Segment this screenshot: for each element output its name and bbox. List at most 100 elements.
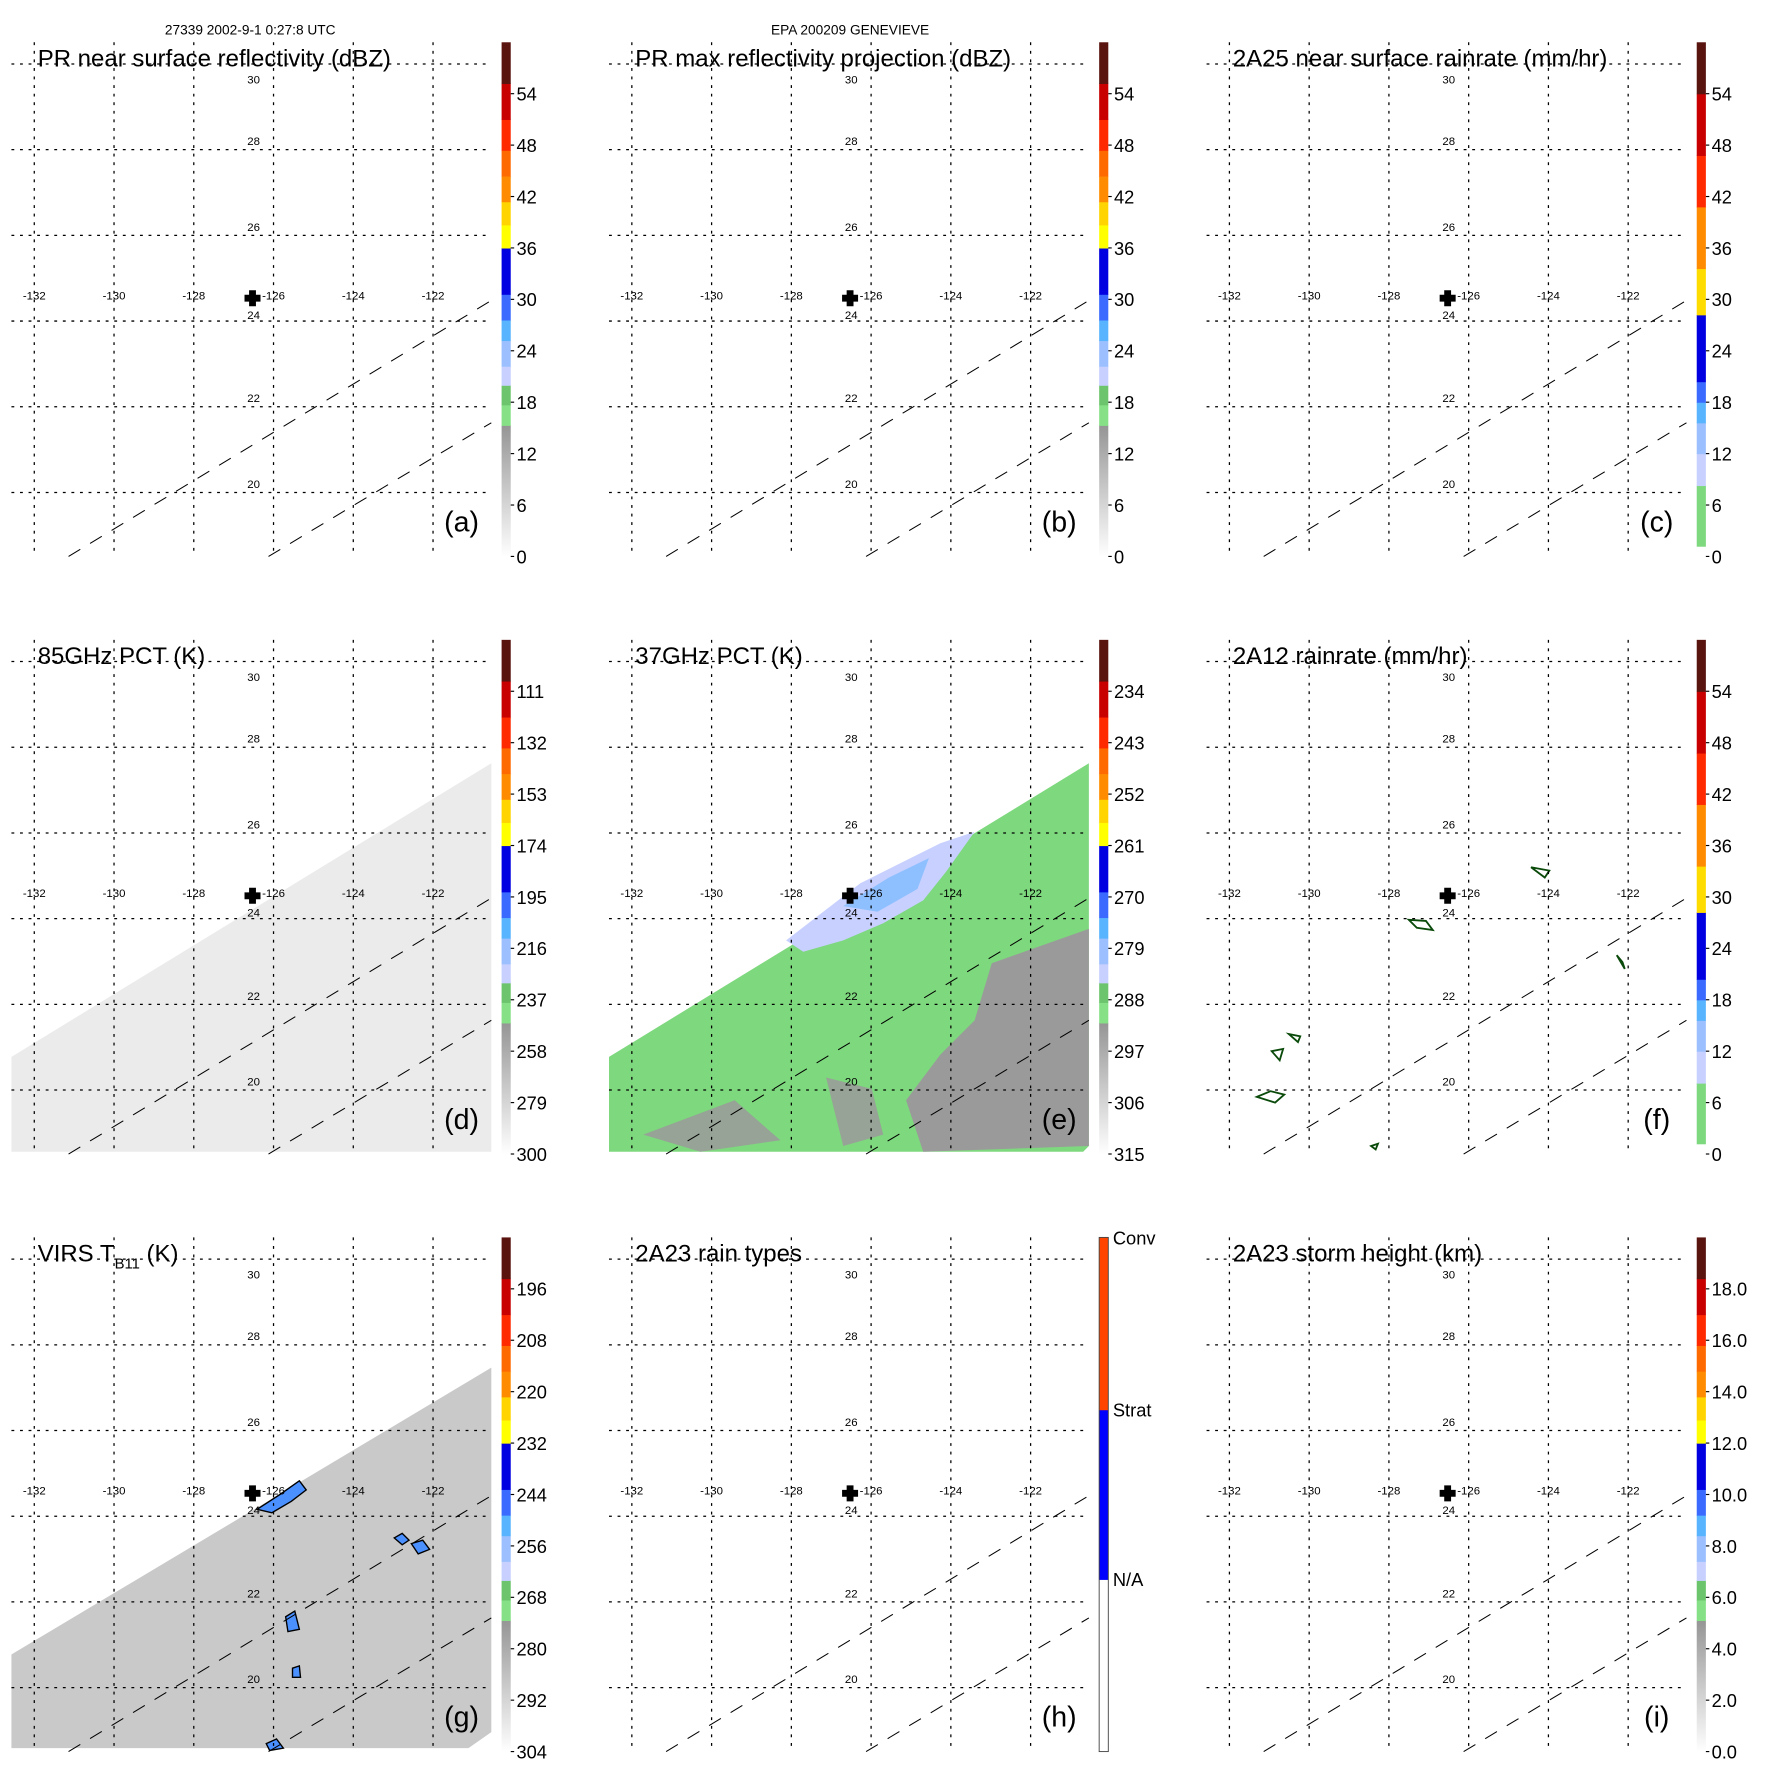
latitude-label: 22	[845, 393, 858, 405]
colorbar-segment	[1696, 1371, 1706, 1398]
colorbar-segment	[1696, 1278, 1706, 1316]
colorbar-label: 12	[1114, 443, 1134, 464]
colorbar-segment	[501, 1419, 511, 1444]
colorbar-segment	[501, 680, 511, 718]
colorbar-label: 234	[1114, 681, 1144, 702]
swath-virs	[11, 1367, 492, 1749]
latitude-label: 30	[247, 74, 260, 86]
colorbar-label: 14.0	[1712, 1382, 1748, 1403]
swath-edge-line	[1263, 1495, 1687, 1753]
colorbar-segment	[1696, 639, 1706, 692]
panel-title-subscript: B11	[115, 1256, 140, 1272]
panel-title: 2A23 storm height (km)	[1233, 1240, 1482, 1267]
colorbar-label: 196	[516, 1279, 546, 1300]
colorbar-label: 300	[516, 1144, 546, 1165]
panel-i: -132 -130 -128 -126 -124 -122 30 28 26 24 22 20 2A23…	[1206, 1237, 1748, 1762]
latitude-label: 22	[1442, 393, 1455, 405]
colorbar-segment	[1099, 119, 1109, 151]
colorbar: 234 243 252 261 270 279 288 297 306 315	[1099, 639, 1145, 1165]
latitude-label: 26	[247, 1417, 260, 1429]
latitude-label: 22	[247, 991, 260, 1003]
panel-title-text: VIRS T	[38, 1240, 115, 1267]
colorbar-segment	[1696, 1561, 1706, 1581]
panel-title-text: 85GHz PCT (K)	[38, 643, 205, 670]
longitude-label: -122	[1019, 1485, 1042, 1497]
colorbar-segment	[1696, 866, 1706, 913]
colorbar-segment	[501, 716, 511, 749]
colorbar-label: 48	[516, 135, 536, 156]
latitude-label: 24	[1442, 907, 1455, 919]
colorbar-label: 54	[1712, 681, 1732, 702]
colorbar-label: 174	[516, 835, 546, 856]
colorbar-segment	[1696, 206, 1706, 270]
latitude-label: 24	[247, 907, 260, 919]
colorbar-segment	[1696, 691, 1706, 754]
colorbar-segment	[501, 201, 511, 226]
colorbar-label: 2.0	[1712, 1690, 1737, 1711]
colorbar-label: 268	[516, 1587, 546, 1608]
colorbar-label: 18	[1712, 990, 1732, 1011]
colorbar-segment	[1099, 639, 1109, 682]
colorbar-label: 0	[516, 546, 526, 567]
longitude-label: -124	[342, 888, 365, 900]
colorbar-segment	[501, 1561, 511, 1581]
longitude-label: -124	[1537, 290, 1560, 302]
cold-cloud-top	[393, 1532, 431, 1555]
colorbar-label: 0	[1712, 546, 1722, 567]
longitude-label: -126	[1457, 290, 1480, 302]
colorbar-segment	[501, 891, 511, 919]
colorbar-label: 315	[1114, 1144, 1144, 1165]
panel-title-text: PR max reflectivity projection (dBZ)	[635, 45, 1011, 72]
rain-contour	[1254, 1090, 1287, 1104]
colorbar: 196 208 220 232 244 256 268 280 292 304	[501, 1237, 547, 1762]
longitude-label: -128	[780, 888, 803, 900]
panel-letter: (b)	[1042, 506, 1077, 538]
colorbar-segment	[501, 224, 511, 249]
colorbar-label: 304	[516, 1741, 546, 1762]
panel-title-text: PR near surface reflectivity (dBZ)	[38, 45, 391, 72]
longitude-label: -128	[780, 290, 803, 302]
latitude-label: 30	[1442, 1270, 1455, 1282]
colorbar: 54 48 42 36 30 24 18 12 6 0	[1696, 42, 1732, 567]
colorbar-segment	[1696, 804, 1706, 867]
plus-icon	[842, 887, 859, 904]
swath-edge-line	[665, 1495, 1090, 1753]
longitude-label: -124	[939, 290, 962, 302]
longitude-label: -128	[1377, 888, 1400, 900]
colorbar-label: 12	[516, 443, 536, 464]
longitude-label: -132	[23, 290, 46, 302]
colorbar-segment	[1099, 1002, 1109, 1024]
plus-icon	[1439, 1485, 1456, 1502]
colorbar-segment	[501, 119, 511, 151]
latitude-label: 26	[845, 819, 858, 831]
colorbar-label: 24	[1712, 938, 1732, 959]
colorbar-label: 279	[516, 1092, 546, 1113]
colorbar-label: 30	[516, 289, 536, 310]
longitude-label: -130	[700, 290, 723, 302]
colorbar-label: 0	[1712, 1144, 1722, 1165]
panel-title-text: 2A12 rainrate (mm/hr)	[1233, 643, 1468, 670]
colorbar-label: 42	[516, 186, 536, 207]
longitude-label: -130	[1298, 1485, 1321, 1497]
colorbar-segment	[501, 425, 511, 558]
colorbar-label: 111	[516, 681, 544, 702]
colorbar-segment	[1099, 340, 1109, 367]
longitude-label: -126	[1457, 888, 1480, 900]
colorbar-segment	[1696, 1396, 1706, 1421]
colorbar-segment	[501, 822, 511, 847]
colorbar-segment	[1099, 1022, 1109, 1155]
panel-title: 2A23 rain types	[635, 1240, 802, 1267]
plus-icon	[244, 290, 261, 307]
colorbar-segment	[1696, 42, 1706, 95]
panel-e: -132 -130 -128 -126 -124 -122 30 28 26 24 22 20 37GH…	[608, 639, 1145, 1165]
colorbar-segment	[501, 963, 511, 984]
colorbar-segment	[1696, 752, 1706, 805]
colorbar-segment	[1696, 1083, 1706, 1145]
panel-letter: (i)	[1644, 1701, 1669, 1733]
colorbar-label: 36	[1712, 238, 1732, 259]
colorbar-segment	[1099, 175, 1109, 203]
plus-icon	[842, 1485, 859, 1502]
latitude-label: 28	[247, 1331, 260, 1343]
cold-cloud-top	[265, 1738, 285, 1752]
colorbar-label: 30	[1712, 887, 1732, 908]
